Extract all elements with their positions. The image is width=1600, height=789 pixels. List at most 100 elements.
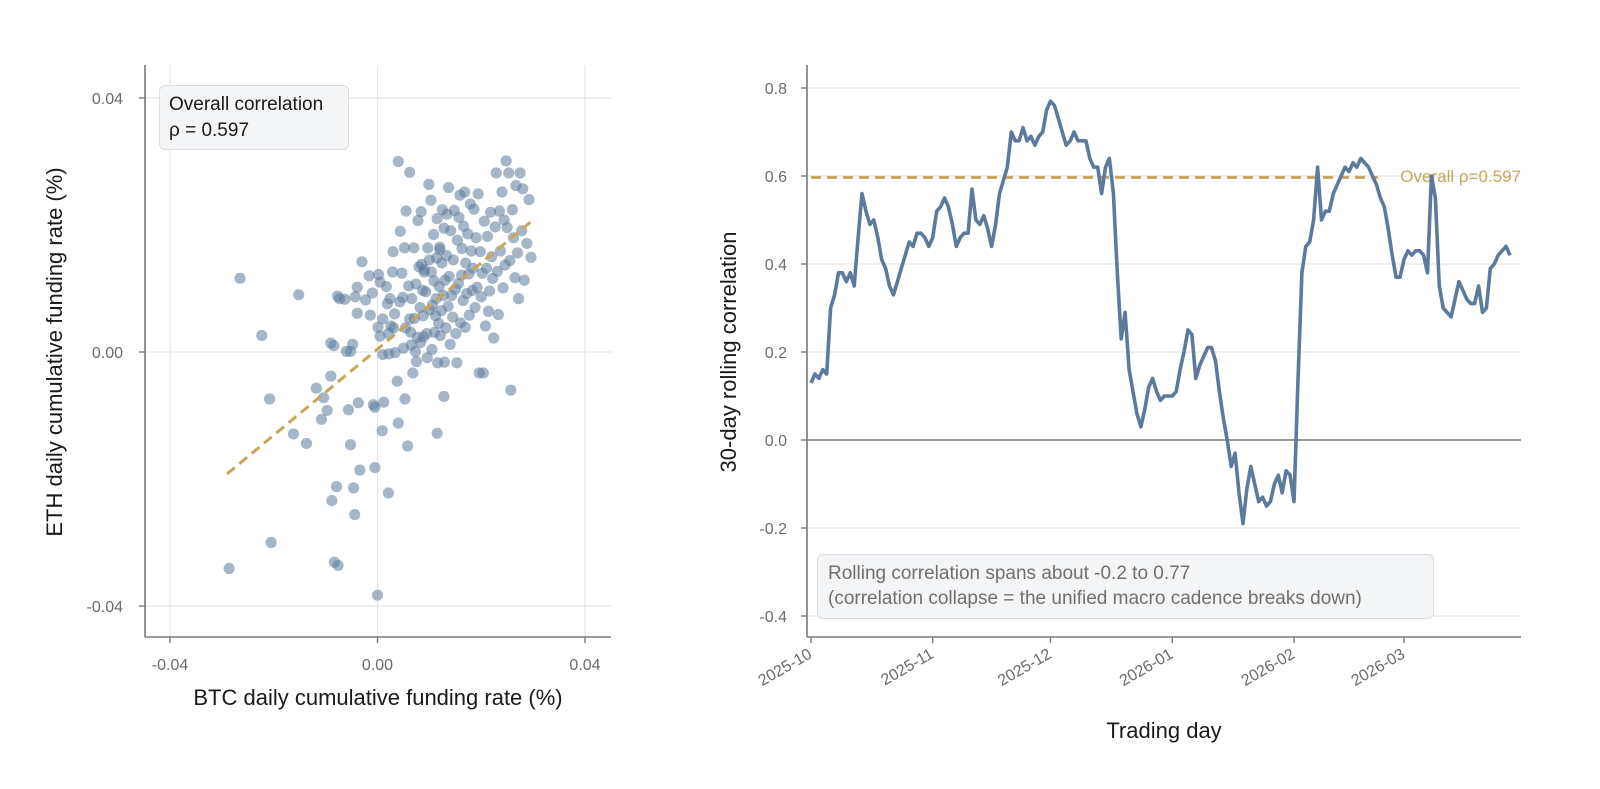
scatter-point bbox=[442, 300, 454, 312]
scatter-point bbox=[376, 425, 388, 437]
scatter-point bbox=[378, 396, 390, 408]
scatter-point bbox=[500, 155, 512, 167]
scatter-point bbox=[440, 322, 452, 334]
scatter-point bbox=[384, 293, 396, 305]
line-y-tick-label: 0.2 bbox=[765, 345, 787, 362]
line-x-tick-label: 2025-11 bbox=[878, 646, 936, 690]
scatter-point bbox=[396, 267, 408, 279]
scatter-point bbox=[371, 589, 384, 601]
scatter-point bbox=[404, 166, 416, 178]
scatter-point bbox=[447, 254, 459, 266]
scatter-point bbox=[438, 356, 451, 368]
scatter-point bbox=[366, 287, 378, 299]
scatter-point bbox=[456, 242, 468, 255]
scatter-point bbox=[438, 390, 450, 403]
scatter-point bbox=[400, 205, 412, 217]
line-y-tick-label: 0.6 bbox=[765, 169, 787, 186]
scatter-point bbox=[479, 320, 491, 332]
scatter-point bbox=[482, 305, 495, 317]
scatter-point bbox=[369, 461, 381, 474]
scatter-point bbox=[392, 155, 404, 168]
scatter-point bbox=[434, 244, 446, 256]
scatter-point bbox=[489, 221, 501, 233]
scatter-point bbox=[364, 309, 376, 321]
overall-correlation-label: Overall ρ=0.597 bbox=[1400, 167, 1521, 186]
scatter-point bbox=[518, 274, 530, 286]
scatter-point bbox=[397, 291, 409, 303]
scatter-point bbox=[287, 428, 300, 440]
scatter-point bbox=[389, 347, 401, 359]
scatter-point bbox=[451, 234, 463, 246]
correlation-annotation-box: Overall correlation ρ = 0.597 bbox=[159, 85, 349, 150]
scatter-point bbox=[349, 291, 361, 303]
scatter-point bbox=[496, 186, 508, 198]
scatter-point bbox=[451, 357, 463, 369]
scatter-point bbox=[472, 188, 484, 200]
rolling-correlation-series bbox=[809, 99, 1512, 526]
scatter-point bbox=[326, 494, 338, 507]
annotation-rho-value: ρ = 0.597 bbox=[169, 120, 250, 141]
scatter-point bbox=[513, 293, 525, 305]
scatter-point bbox=[497, 282, 509, 294]
scatter-point bbox=[372, 321, 384, 333]
scatter-point bbox=[503, 167, 515, 179]
scatter-point bbox=[509, 272, 521, 284]
line-y-tick-label: 0.0 bbox=[765, 433, 787, 450]
scatter-point bbox=[421, 352, 433, 364]
scatter-point bbox=[407, 367, 419, 379]
scatter-point bbox=[445, 225, 457, 237]
rolling-annotation-line1: Rolling correlation spans about -0.2 to … bbox=[828, 563, 1191, 584]
rolling-annotation-box: Rolling correlation spans about -0.2 to … bbox=[817, 554, 1434, 619]
scatter-y-tick-label: 0.00 bbox=[92, 345, 123, 362]
scatter-point bbox=[234, 272, 246, 284]
scatter-point bbox=[517, 183, 529, 195]
scatter-point bbox=[477, 367, 489, 379]
line-panel: Overall ρ=0.597 -0.4 -0.2 0.0 0.2 0.4 0.6 0.8 2… bbox=[716, 65, 1521, 743]
scatter-point bbox=[363, 270, 375, 282]
rolling-annotation-line2: (correlation collapse = the unified macr… bbox=[828, 588, 1362, 609]
scatter-point bbox=[459, 321, 471, 333]
scatter-fit-line bbox=[226, 220, 533, 476]
scatter-y-tick-label: 0.04 bbox=[92, 91, 123, 108]
scatter-point bbox=[505, 384, 517, 396]
scatter-point bbox=[442, 181, 455, 194]
scatter-point bbox=[468, 203, 480, 215]
scatter-point bbox=[475, 291, 487, 303]
scatter-point bbox=[369, 401, 381, 413]
scatter-point bbox=[480, 262, 493, 274]
scatter-point bbox=[493, 205, 506, 217]
scatter-point bbox=[348, 482, 360, 494]
scatter-point bbox=[431, 427, 443, 439]
scatter-point bbox=[506, 204, 518, 216]
scatter-point bbox=[408, 242, 420, 254]
scatter-point bbox=[394, 225, 406, 237]
scatter-point bbox=[223, 562, 235, 575]
scatter-point bbox=[391, 375, 403, 387]
scatter-point bbox=[387, 322, 400, 334]
scatter-point bbox=[486, 251, 498, 263]
line-x-tick-label: 2025-10 bbox=[756, 646, 815, 690]
scatter-point bbox=[447, 311, 459, 323]
scatter-point bbox=[264, 393, 276, 405]
scatter-point bbox=[443, 270, 455, 283]
scatter-point bbox=[492, 308, 504, 321]
line-x-axis-label: Trading day bbox=[1106, 718, 1221, 743]
scatter-point bbox=[463, 309, 475, 321]
scatter-point bbox=[359, 294, 372, 306]
scatter-point bbox=[422, 242, 434, 254]
scatter-point bbox=[525, 251, 537, 263]
scatter-point bbox=[344, 439, 357, 451]
scatter-point bbox=[521, 237, 533, 250]
line-x-tick-label: 2026-03 bbox=[1349, 646, 1408, 690]
scatter-point bbox=[342, 404, 355, 416]
scatter-point bbox=[434, 329, 446, 342]
scatter-point bbox=[474, 246, 486, 258]
scatter-point bbox=[315, 413, 328, 425]
scatter-x-tick-label: 0.00 bbox=[362, 657, 393, 674]
annotation-title: Overall correlation bbox=[169, 94, 324, 115]
scatter-point bbox=[339, 293, 351, 305]
scatter-panel: -0.04 0.00 0.04 -0.04 0.00 0.04 BTC daily cum… bbox=[42, 65, 611, 710]
scatter-point bbox=[504, 254, 516, 267]
